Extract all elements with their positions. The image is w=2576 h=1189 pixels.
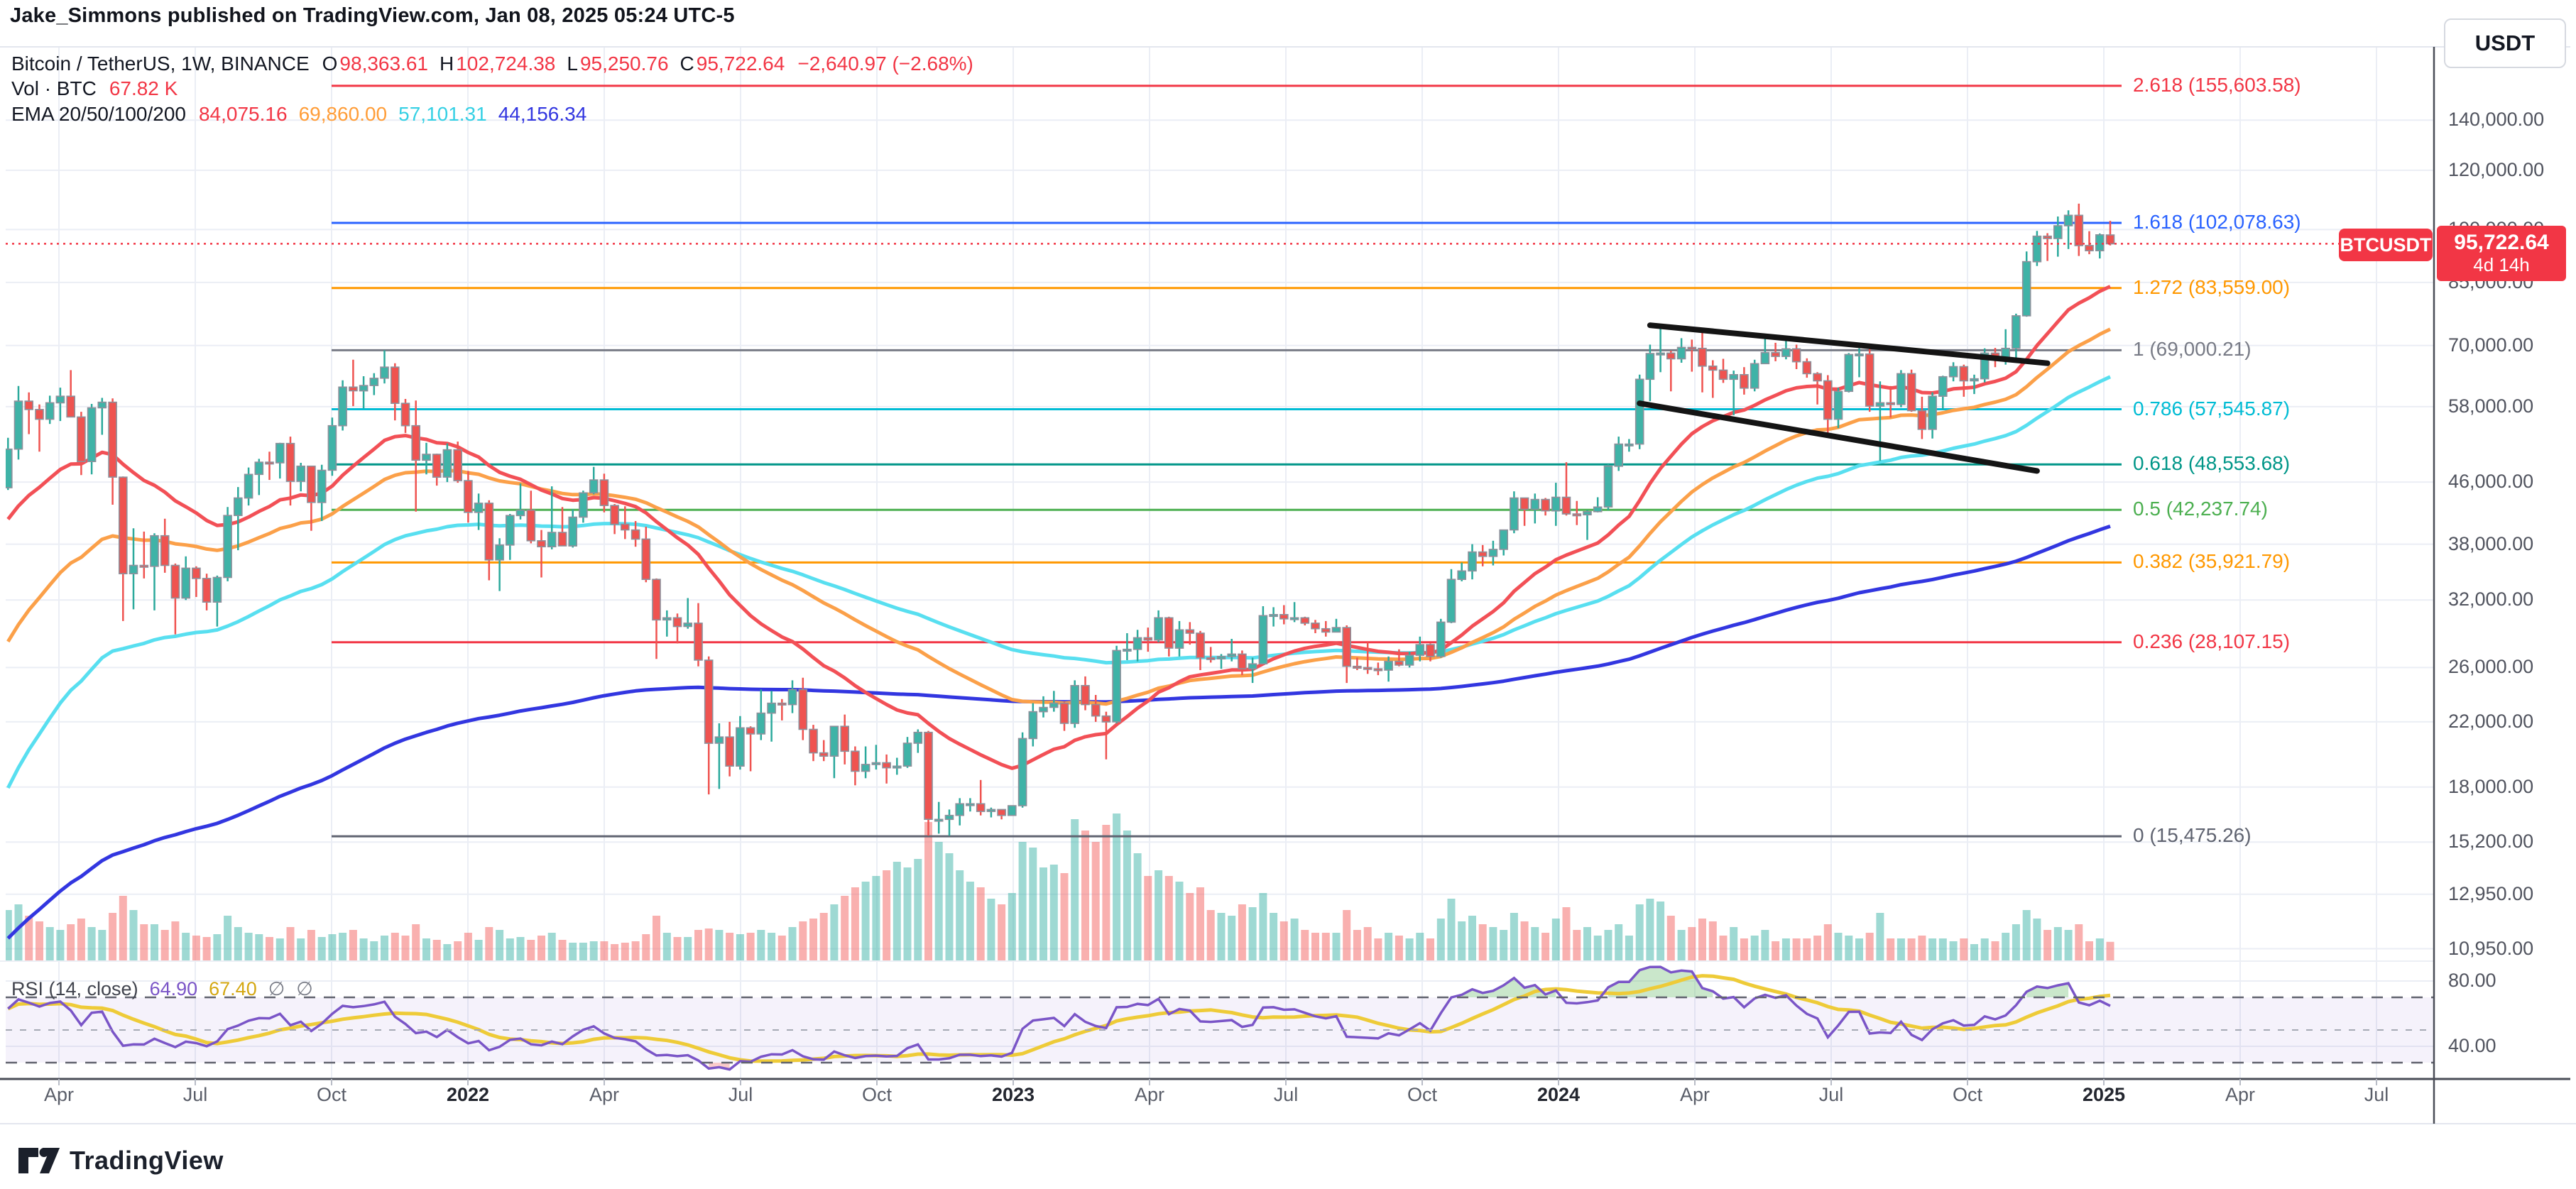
ema-legend-row[interactable]: EMA 20/50/100/200 84,075.16 69,860.00 57,1…: [11, 103, 586, 126]
bar-countdown: 4d 14h: [2473, 254, 2530, 276]
time-label-year[interactable]: 2022: [446, 1084, 490, 1105]
rsi-label: RSI (14, close): [11, 978, 138, 999]
fib-level-label: 1.618 (102,078.63): [2133, 210, 2301, 233]
fib-level-label: 1 (69,000.21): [2133, 338, 2252, 361]
time-label-month[interactable]: Oct: [1952, 1084, 1982, 1105]
time-label-month[interactable]: Apr: [1679, 1084, 1710, 1105]
fib-level-label: 0.236 (28,107.15): [2133, 630, 2291, 652]
attribution-line: Jake_Simmons published on TradingView.co…: [10, 4, 735, 27]
fib-level-label: 0.786 (57,545.87): [2133, 397, 2291, 420]
ema-values: 84,075.16 69,860.00 57,101.31 44,156.34: [199, 103, 586, 126]
ema-value-50: 69,860.00: [298, 103, 388, 125]
time-label-month[interactable]: Jul: [1818, 1084, 1844, 1105]
time-label-month[interactable]: Apr: [2225, 1084, 2256, 1105]
price-tick[interactable]: 22,000.00: [2448, 710, 2534, 732]
change-value: −2,640.97 (−2.68%): [797, 53, 973, 75]
price-tick[interactable]: 26,000.00: [2448, 656, 2534, 678]
last-price-value: 95,722.64: [2454, 230, 2549, 254]
price-tick[interactable]: 46,000.00: [2448, 471, 2534, 493]
price-tick[interactable]: 15,200.00: [2448, 831, 2534, 853]
ohlc-c: C 95,722.64: [680, 53, 785, 75]
symbol-title: Bitcoin / TetherUS, 1W, BINANCE: [11, 53, 310, 75]
rsi-legend-row[interactable]: RSI (14, close) 64.90 67.40 ∅ ∅: [11, 978, 313, 1000]
ohlc-values: O 98,363.61 H 102,724.38 L 95,250.76 C 95,722.6…: [322, 53, 785, 75]
price-tick[interactable]: 32,000.00: [2448, 588, 2534, 610]
time-label-month[interactable]: Jul: [182, 1084, 208, 1105]
tradingview-logo-text: TradingView: [70, 1146, 224, 1175]
rsi-empty-slot-1: ∅: [268, 978, 285, 999]
volume-value: 67.82 K: [109, 77, 178, 99]
fib-level-label: 2.618 (155,603.58): [2133, 73, 2301, 96]
fib-level-label: 0 (15,475.26): [2133, 824, 2252, 847]
time-label-year[interactable]: 2024: [1537, 1084, 1581, 1105]
tradingview-logo-icon: [18, 1148, 60, 1173]
volume-label: Vol · BTC: [11, 77, 97, 99]
price-tick[interactable]: 38,000.00: [2448, 532, 2534, 554]
volume-legend-row[interactable]: Vol · BTC 67.82 K: [11, 77, 178, 100]
time-label-month[interactable]: Oct: [316, 1084, 346, 1105]
time-label-month[interactable]: Apr: [589, 1084, 620, 1105]
price-tick[interactable]: 10,950.00: [2448, 937, 2534, 959]
tradingview-logo[interactable]: TradingView: [18, 1146, 224, 1176]
fib-level-label: 0.382 (35,921.79): [2133, 550, 2291, 573]
rsi-tick[interactable]: 80.00: [2448, 970, 2496, 991]
ohlc-o: O 98,363.61: [322, 53, 428, 75]
symbol-legend-row[interactable]: Bitcoin / TetherUS, 1W, BINANCE O 98,363.…: [11, 53, 973, 75]
last-price-label: 95,722.64 4d 14h: [2437, 226, 2566, 281]
rsi-value: 64.90: [149, 978, 198, 999]
rsi-empty-slot-2: ∅: [296, 978, 313, 999]
ema-value-200: 44,156.34: [498, 103, 587, 125]
ema-label: EMA 20/50/100/200: [11, 103, 186, 125]
symbol-price-tag: BTCUSDT: [2339, 229, 2433, 261]
time-label-month[interactable]: Jul: [2364, 1084, 2389, 1105]
price-tick[interactable]: 70,000.00: [2448, 334, 2534, 356]
rsi-tick[interactable]: 40.00: [2448, 1035, 2496, 1056]
price-tick[interactable]: 58,000.00: [2448, 395, 2534, 417]
fib-level-label: 1.272 (83,559.00): [2133, 275, 2291, 298]
rsi-ma-value: 67.40: [209, 978, 257, 999]
time-label-year[interactable]: 2023: [991, 1084, 1035, 1105]
time-label-year[interactable]: 2025: [2082, 1084, 2126, 1105]
time-label-month[interactable]: Apr: [43, 1084, 75, 1105]
time-label-month[interactable]: Oct: [1407, 1084, 1437, 1105]
ohlc-l: L 95,250.76: [567, 53, 669, 75]
ohlc-h: H 102,724.38: [440, 53, 556, 75]
price-tick[interactable]: 140,000.00: [2448, 109, 2545, 131]
price-tick[interactable]: 12,950.00: [2448, 882, 2534, 904]
ema-value-20: 84,075.16: [198, 103, 288, 125]
currency-toggle-button[interactable]: USDT: [2444, 18, 2566, 68]
fib-level-label: 0.618 (48,553.68): [2133, 452, 2291, 475]
price-tick[interactable]: 120,000.00: [2448, 158, 2545, 180]
time-label-month[interactable]: Oct: [861, 1084, 892, 1105]
time-label-month[interactable]: Jul: [728, 1084, 753, 1105]
time-label-month[interactable]: Jul: [1273, 1084, 1299, 1105]
price-tick[interactable]: 18,000.00: [2448, 775, 2534, 797]
fib-level-label: 0.5 (42,237.74): [2133, 498, 2268, 520]
time-label-month[interactable]: Apr: [1134, 1084, 1165, 1105]
ema-value-100: 57,101.31: [398, 103, 487, 125]
